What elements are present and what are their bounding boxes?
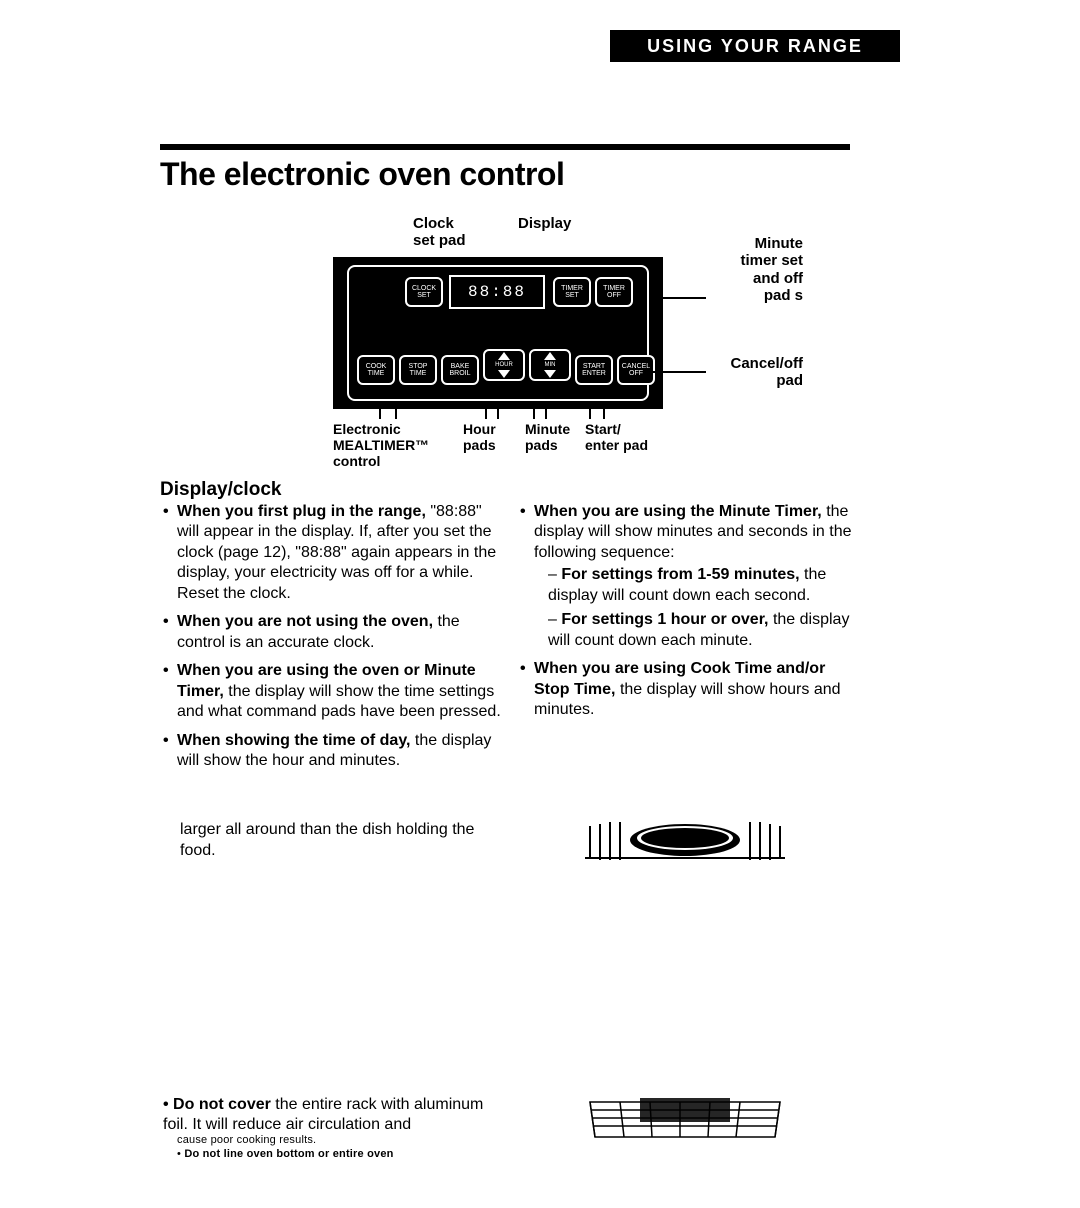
timer-set-button[interactable]: TIMERSET bbox=[553, 277, 591, 307]
clock-set-button[interactable]: CLOCKSET bbox=[405, 277, 443, 307]
rack-illustration-2 bbox=[580, 1092, 790, 1148]
li-minute-timer: When you are using the Minute Timer, the… bbox=[520, 502, 865, 651]
below-mealtimer: ElectronicMEALTIMER™control bbox=[333, 421, 429, 469]
hour-pad[interactable]: HOUR bbox=[483, 349, 525, 381]
label-cancel-off: Cancel/offpad bbox=[703, 355, 803, 390]
cancel-off-button[interactable]: CANCELOFF bbox=[617, 355, 655, 385]
li-plug-in: When you first plug in the range, "88:88… bbox=[163, 502, 508, 604]
li-time-of-day: When showing the time of day, the displa… bbox=[163, 731, 508, 772]
section-tab: USING YOUR RANGE bbox=[610, 30, 900, 62]
minute-pad[interactable]: MIN bbox=[529, 349, 571, 381]
control-diagram: Clockset pad Display Minutetimer setand … bbox=[333, 215, 853, 465]
title-rule bbox=[160, 144, 850, 150]
lead-cancel bbox=[651, 371, 706, 373]
label-display: Display bbox=[518, 215, 571, 232]
control-panel: CLOCKSET 88:88 TIMERSET TIMEROFF COOKTIM… bbox=[333, 257, 663, 409]
start-enter-button[interactable]: STARTENTER bbox=[575, 355, 613, 385]
display-readout: 88:88 bbox=[449, 275, 545, 309]
label-clock-set: Clockset pad bbox=[413, 215, 466, 250]
below-minute: Minutepads bbox=[525, 421, 570, 453]
label-minute-timer: Minutetimer setand offpad s bbox=[703, 235, 803, 304]
right-column: When you are using the Minute Timer, the… bbox=[520, 502, 865, 729]
timer-off-button[interactable]: TIMEROFF bbox=[595, 277, 633, 307]
cook-time-button[interactable]: COOKTIME bbox=[357, 355, 395, 385]
page-title: The electronic oven control bbox=[160, 156, 564, 193]
li-not-using: When you are not using the oven, the con… bbox=[163, 612, 508, 653]
below-hour: Hourpads bbox=[463, 421, 496, 453]
li-using-timer: When you are using the oven or Minute Ti… bbox=[163, 661, 508, 722]
sub-1-59: – For settings from 1-59 minutes, the di… bbox=[548, 565, 865, 606]
fragment-larger: larger all around than the dish holding … bbox=[180, 820, 500, 862]
rack-illustration-1 bbox=[585, 818, 785, 862]
fragment-do-not-cover: Do not cover the entire rack with alumi­… bbox=[163, 1095, 508, 1161]
sub-1hr: – For settings 1 hour or over, the displ… bbox=[548, 610, 865, 651]
lead-timer bbox=[651, 297, 706, 299]
bake-broil-button[interactable]: BAKEBROIL bbox=[441, 355, 479, 385]
section-heading: Display/clock bbox=[160, 479, 281, 501]
stop-time-button[interactable]: STOPTIME bbox=[399, 355, 437, 385]
left-column: When you first plug in the range, "88:88… bbox=[163, 502, 508, 780]
li-cook-stop: When you are using Cook Time and/or Stop… bbox=[520, 659, 865, 720]
below-start: Start/enter pad bbox=[585, 421, 648, 453]
